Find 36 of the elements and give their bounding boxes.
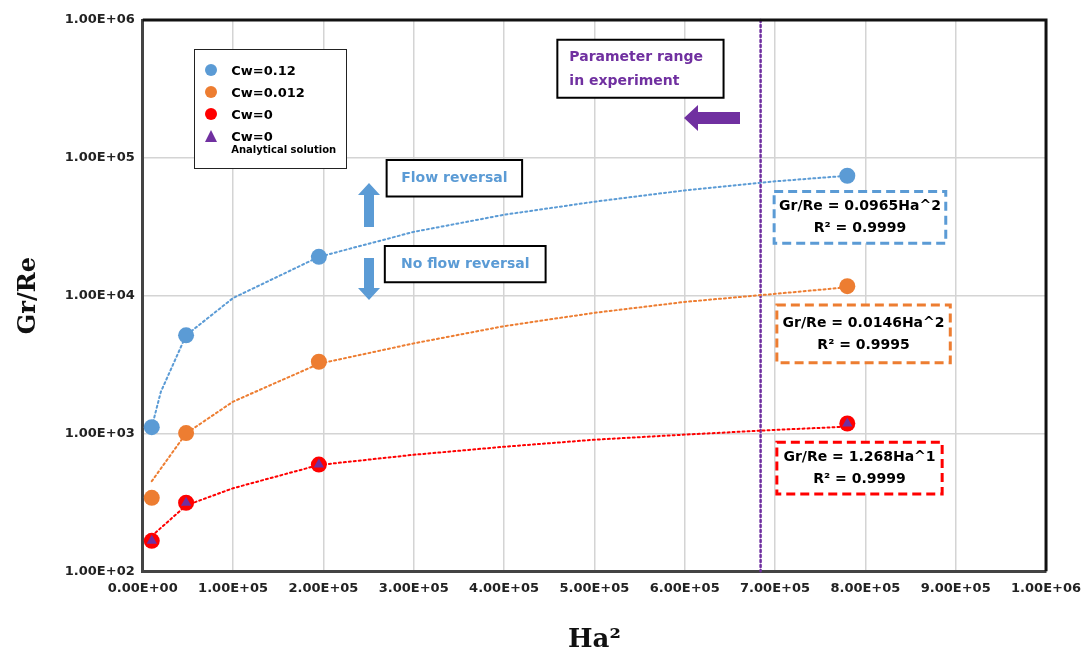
- point: [839, 278, 856, 295]
- legend-label: Cw=0.012: [231, 85, 305, 101]
- x-axis-title: Ha²: [567, 623, 621, 654]
- point: [310, 248, 327, 265]
- y-tick-label: 1.00E+02: [64, 562, 135, 578]
- x-tick-label: 8.00E+05: [830, 580, 901, 596]
- x-tick-label: 0.00E+00: [107, 580, 178, 596]
- x-tick-label: 6.00E+05: [649, 580, 720, 596]
- point: [143, 489, 160, 506]
- annotation: Gr/Re = 1.268Ha^1 R² = 0.9999: [783, 447, 936, 486]
- point: [178, 425, 195, 442]
- x-tick-label: 9.00E+05: [920, 580, 991, 596]
- y-tick-label: 1.00E+06: [64, 11, 135, 27]
- annotation: Gr/Re = 0.0146Ha^2 R² = 0.9995: [782, 313, 945, 352]
- annotation: No flow reversal: [400, 254, 530, 271]
- y-tick-label: 1.00E+04: [64, 286, 135, 302]
- x-tick-label: 7.00E+05: [740, 580, 811, 596]
- point: [310, 353, 327, 370]
- x-tick-label: 1.00E+05: [198, 580, 269, 596]
- y-tick-label: 1.00E+03: [64, 424, 135, 440]
- x-tick-label: 4.00E+05: [469, 580, 540, 596]
- x-tick-label: 1.00E+06: [1011, 580, 1082, 596]
- point: [143, 419, 160, 436]
- x-tick-label: 3.00E+05: [378, 580, 449, 596]
- point: [178, 327, 195, 344]
- annotation: Flow reversal: [401, 168, 508, 185]
- y-tick-label: 1.00E+05: [64, 149, 135, 165]
- legend-label: Cw=0.12: [231, 63, 296, 79]
- annotation: Gr/Re = 0.0965Ha^2 R² = 0.9999: [778, 196, 941, 235]
- y-axis-title: Gr/Re: [11, 257, 41, 335]
- ref-line-label: Parameter range in experiment: [569, 48, 703, 89]
- legend-label: Cw=0: [231, 107, 273, 123]
- x-tick-label: 2.00E+05: [288, 580, 359, 596]
- legend-label: Cw=0 Analytical solution: [231, 129, 337, 156]
- point: [839, 167, 856, 184]
- x-tick-label: 5.00E+05: [559, 580, 630, 596]
